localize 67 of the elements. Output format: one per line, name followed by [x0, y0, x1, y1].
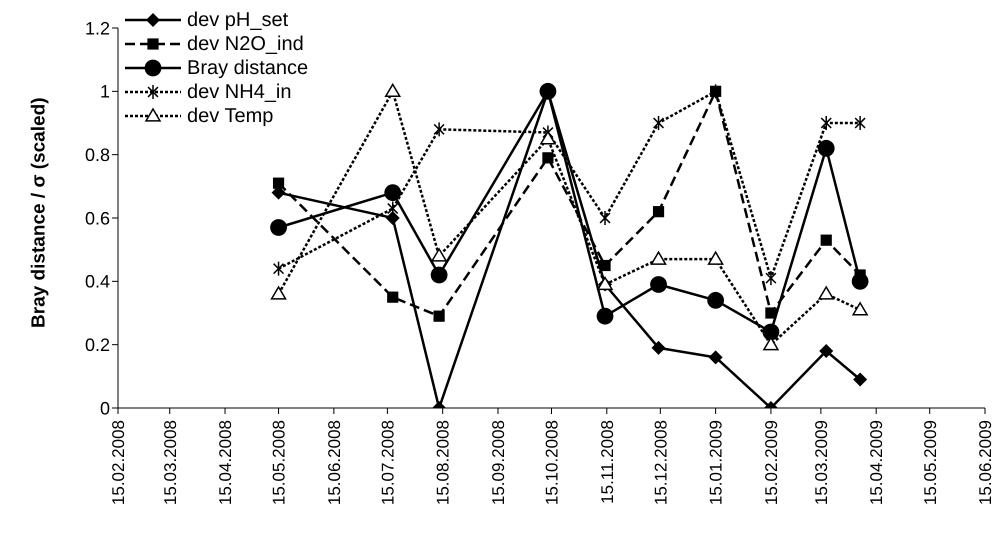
point	[652, 340, 666, 355]
x-tick-label: 15.08.2008	[434, 420, 453, 506]
point	[599, 210, 611, 226]
point	[431, 248, 447, 262]
point	[652, 115, 664, 131]
x-tick-label: 15.07.2008	[378, 420, 398, 506]
point	[650, 251, 666, 265]
x-tick-label: 15.02.2008	[109, 420, 128, 506]
y-tick-label: 0.2	[84, 335, 110, 356]
point	[596, 308, 614, 325]
point	[384, 84, 400, 97]
point	[853, 372, 868, 386]
point	[270, 219, 287, 236]
point	[387, 292, 398, 303]
legend-label: dev pH_set	[187, 8, 288, 32]
point	[818, 140, 835, 157]
x-tick-label: 15.06.2009	[976, 420, 996, 506]
x-tick-label: 15.02.2009	[762, 420, 781, 506]
point	[540, 131, 556, 144]
x-tick-label: 15.11.2008	[598, 420, 617, 504]
point	[707, 292, 724, 309]
point	[820, 115, 832, 131]
y-tick-label: 1	[100, 82, 110, 102]
legend-label: dev NH4_in	[187, 80, 292, 104]
x-tick-label: 15.10.2008	[542, 420, 562, 506]
point	[384, 184, 402, 202]
x-tick-label: 15.12.2008	[651, 420, 670, 506]
y-axis-title: Bray distance / σ (scaled)	[28, 97, 50, 328]
x-tick-label: 15.03.2009	[812, 420, 831, 506]
point	[765, 270, 777, 286]
x-tick-label: 15.03.2008	[160, 420, 180, 506]
point	[272, 260, 284, 276]
y-tick-label: 0	[100, 398, 110, 418]
point	[433, 122, 445, 138]
point	[434, 310, 445, 322]
point	[272, 178, 284, 189]
point	[650, 276, 667, 293]
x-tick-label: 15.06.2008	[324, 420, 344, 506]
y-tick-label: 0.4	[84, 272, 110, 292]
point	[710, 84, 722, 100]
x-tick-label: 15.01.2009	[706, 420, 726, 506]
point	[818, 286, 834, 300]
point	[270, 286, 286, 300]
point	[819, 344, 834, 358]
x-tick-label: 15.09.2008	[489, 420, 508, 506]
point	[708, 251, 724, 265]
y-tick-label: 0.6	[84, 208, 110, 228]
x-tick-label: 15.04.2009	[867, 420, 886, 506]
x-tick-label: 15.04.2008	[216, 420, 236, 506]
point	[820, 234, 832, 246]
y-tick-label: 1.2	[84, 18, 110, 38]
legend-label: dev N2O_ind	[187, 32, 304, 56]
point	[599, 260, 611, 272]
point	[765, 307, 777, 319]
y-tick-label: 0.8	[84, 145, 110, 166]
point	[386, 211, 400, 225]
point	[652, 206, 664, 218]
x-tick-label: 15.05.2009	[920, 420, 940, 506]
point	[762, 324, 780, 340]
point	[542, 152, 554, 164]
point	[854, 115, 866, 131]
point	[708, 350, 723, 364]
legend-label: Bray distance	[187, 56, 308, 80]
x-tick-label: 15.05.2008	[270, 420, 289, 506]
legend-label: dev Temp	[187, 104, 274, 128]
point	[430, 266, 448, 284]
point	[852, 302, 868, 316]
